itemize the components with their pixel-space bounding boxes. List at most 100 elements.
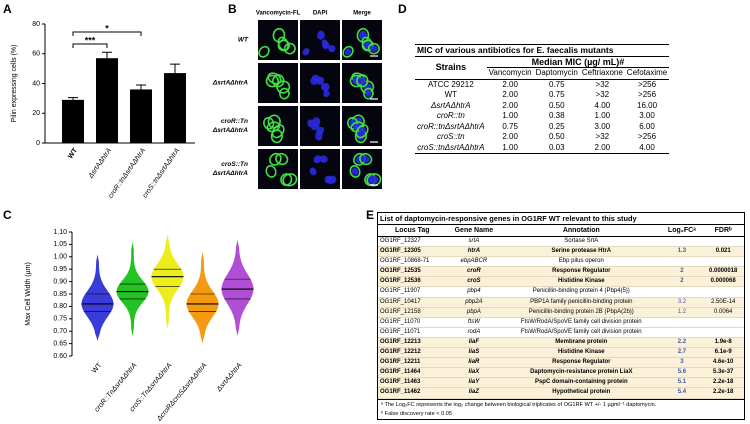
- violin-body: [116, 241, 149, 337]
- table-row: croS::tnΔsrtAΔhtrA 1.00 0.03 2.00 4.00: [415, 142, 670, 154]
- gene-cell: liaS: [446, 347, 502, 359]
- dna-stain: [369, 175, 379, 184]
- table-title: List of daptomycin-responsive genes in O…: [378, 213, 744, 225]
- log2fc-cell: 5.6: [661, 367, 703, 379]
- strain-cell: croR::tnΔsrtAΔhtrA: [417, 121, 485, 131]
- gene-cell: liaZ: [446, 387, 502, 399]
- fdr-cell: [702, 236, 744, 248]
- violin-body: [186, 251, 219, 344]
- table-row: OG1RF_12213 liaF Membrane protein 2.2 1.9e-8: [378, 337, 744, 349]
- locus-cell: OG1RF_12305: [378, 246, 447, 258]
- fdr-cell: [702, 256, 744, 268]
- row-label: ΔsrtAΔhtrA: [212, 80, 248, 87]
- fdr-cell: 1.9e-8: [702, 337, 744, 349]
- header-cell: FDRᵇ: [702, 224, 744, 237]
- row-label: ΔsrtAΔhtrA: [212, 170, 248, 177]
- footnote: ᵃ The Log₂FC represents the log₂ change …: [381, 401, 657, 408]
- annotation-cell: Penicillin-binding protein 2B (PbpA(2b)): [501, 307, 662, 318]
- significance-label: ***: [85, 35, 96, 45]
- locus-cell: OG1RF_11071: [378, 327, 447, 338]
- row-label: ΔsrtAΔhtrA: [212, 127, 248, 134]
- violin-body: [81, 254, 114, 342]
- mic-cell: 6.00: [639, 121, 655, 131]
- gene-cell: liaF: [446, 337, 502, 349]
- y-axis-label: Max Cell Width (µm): [25, 262, 32, 326]
- y-tick-label: 1.05: [53, 241, 67, 248]
- y-tick-label: 1.00: [53, 254, 67, 261]
- wall-stain: [275, 152, 289, 166]
- error-bar: [170, 63, 180, 74]
- header-cell: Ceftriaxone: [579, 67, 625, 80]
- locus-cell: OG1RF_11463: [378, 377, 447, 389]
- fdr-cell: 2.50E-14: [702, 297, 744, 308]
- table-title-row: List of daptomycin-responsive genes in O…: [378, 213, 744, 225]
- wall-stain: [359, 152, 373, 166]
- significance-bracket: [72, 31, 142, 36]
- dna-stain: [313, 155, 322, 164]
- gene-cell: pbpA: [446, 307, 502, 318]
- gene-cell: pbp4: [446, 286, 502, 298]
- mic-cell: >256: [638, 79, 657, 89]
- row-label: croR::Tn: [221, 118, 248, 125]
- error-bar: [68, 97, 78, 100]
- annotation-cell: Response Regulator: [501, 266, 662, 278]
- wall-stain: [367, 42, 380, 55]
- gene-cell: pbp2A: [446, 297, 502, 308]
- locus-cell: OG1RF_12327: [378, 236, 447, 248]
- fdr-cell: [702, 317, 744, 328]
- table-row: croR::tnΔsrtAΔhtrA 0.75 0.25 3.00 6.00: [415, 122, 669, 133]
- locus-cell: OG1RF_12211: [378, 357, 447, 369]
- wall-stain: [258, 45, 270, 58]
- strain-cell: croS::tnΔsrtAΔhtrA: [415, 142, 487, 154]
- header-row: Strains Median MIC (µg/ mL)#: [415, 56, 670, 80]
- mic-cell: 0.50: [548, 132, 565, 141]
- mic-cell: >256: [638, 90, 657, 99]
- violin-body: [151, 234, 184, 329]
- wall-stain: [276, 80, 291, 94]
- log2fc-cell: 1.3: [661, 246, 703, 258]
- column-header: Merge: [353, 11, 371, 17]
- mic-cell: 0.75: [502, 121, 518, 131]
- wall-stain: [283, 42, 296, 55]
- y-tick-label: 0.85: [53, 291, 67, 298]
- locus-cell: OG1RF_12158: [378, 307, 447, 318]
- log2fc-cell: 2: [661, 266, 703, 278]
- wall-stain: [271, 124, 285, 139]
- fdr-cell: 5.3e-37: [702, 367, 744, 379]
- mic-cell: 0.75: [548, 79, 565, 89]
- annotation-cell: Daptomycin-resistance protein LiaX: [501, 367, 662, 379]
- dna-stain: [317, 30, 325, 40]
- panel-letter: B: [228, 2, 237, 16]
- log2fc-cell: 2.2: [661, 337, 703, 349]
- dna-stain: [351, 167, 359, 176]
- mic-table: MIC of various antibiotics for E. faecal…: [415, 44, 745, 154]
- dna-stain: [312, 117, 321, 127]
- fdr-cell: 2.2e-18: [702, 387, 744, 399]
- table-row: ATCC 29212 2.00 0.75 >32 >256: [415, 79, 669, 90]
- table-row: OG1RF_12327 srtA Sortase SrtA: [378, 236, 744, 248]
- log2fc-cell: [661, 327, 703, 338]
- wall-stain: [282, 173, 298, 187]
- dna-stain: [302, 48, 310, 56]
- bar: [96, 58, 118, 143]
- annotation-cell: Histidine Kinase: [501, 347, 662, 359]
- dna-stain: [361, 155, 370, 163]
- row-label: croS::Tn: [221, 161, 248, 168]
- dna-stain: [316, 126, 325, 136]
- y-tick-label: 0.65: [53, 340, 67, 347]
- table-row: OG1RF_10417 pbp2A PBP1A family penicillin-…: [378, 297, 744, 308]
- wall-stain: [270, 129, 283, 144]
- mic-cell: >256: [638, 132, 657, 141]
- bar: [62, 99, 84, 143]
- header-cell: Gene Name: [446, 224, 502, 237]
- significance-label: *: [105, 23, 109, 33]
- mic-cell: >32: [595, 132, 610, 141]
- gene-cell: ebpABCR: [446, 256, 502, 268]
- wall-stain: [356, 74, 369, 88]
- header-row: Locus Tag Gene Name Annotation Log₂FCᵃ FDRᵇ: [378, 224, 744, 237]
- dna-stain: [319, 155, 328, 163]
- mic-cell: 0.50: [548, 100, 565, 110]
- table-row: OG1RF_12536 croS Histidine Kinase 2 0.000068: [378, 276, 744, 288]
- table-row: OG1RF_12212 liaS Histidine Kinase 2.7 6.1e-9: [378, 347, 744, 359]
- log2fc-cell: 3.2: [661, 297, 703, 308]
